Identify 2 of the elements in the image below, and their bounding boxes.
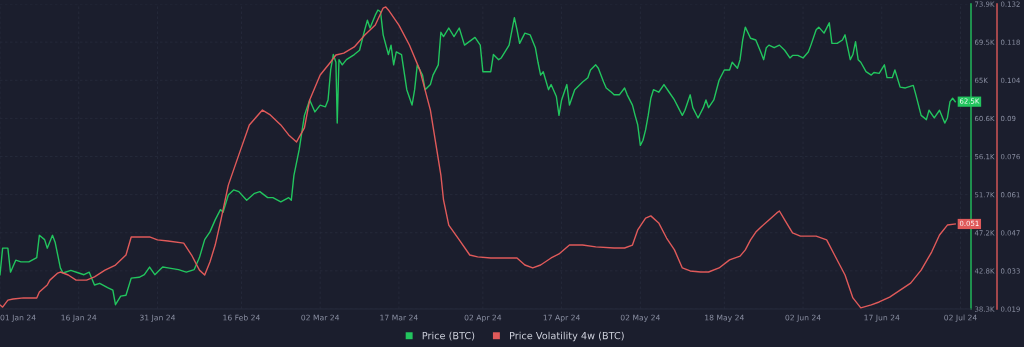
legend-label: Price Volatility 4w (BTC) xyxy=(510,331,624,342)
legend-label: Price (BTC) xyxy=(422,331,475,341)
